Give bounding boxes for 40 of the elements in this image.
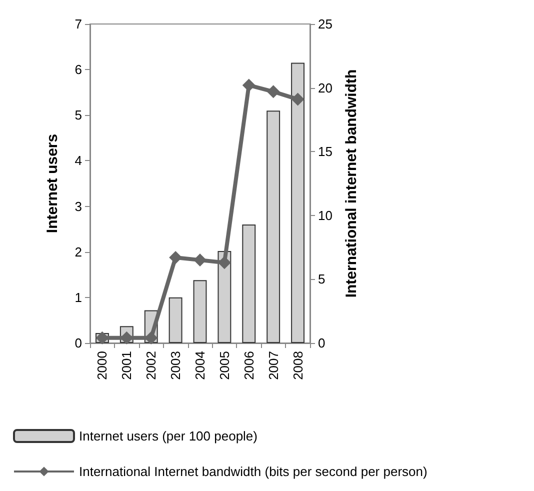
point bbox=[218, 256, 231, 270]
y-tick-label: 1 bbox=[74, 290, 82, 305]
bar bbox=[193, 280, 207, 343]
x-tick-label: 2002 bbox=[144, 351, 159, 380]
y2-tick-label: 20 bbox=[318, 80, 332, 96]
x-tick-label: 2000 bbox=[94, 351, 110, 380]
point bbox=[169, 251, 182, 264]
y-tick-label: 7 bbox=[74, 16, 82, 32]
x-tick-label: 2003 bbox=[168, 351, 184, 380]
y2-tick-label: 25 bbox=[318, 16, 332, 32]
y-axis-title: Internet users bbox=[44, 134, 61, 234]
x-tick-label: 2007 bbox=[266, 351, 281, 380]
bar bbox=[266, 110, 280, 343]
point bbox=[144, 331, 158, 344]
legend-label: International Internet bandwidth (bits per second per person) bbox=[79, 464, 428, 479]
point bbox=[242, 78, 256, 92]
point bbox=[266, 85, 280, 98]
y-tick-label: 5 bbox=[74, 108, 82, 123]
bar bbox=[291, 62, 304, 343]
x-tick-label: 2005 bbox=[216, 351, 232, 380]
y2-tick-label: 5 bbox=[318, 272, 326, 287]
x-tick-label: 2008 bbox=[290, 351, 306, 380]
y-tick-label: 2 bbox=[74, 244, 82, 260]
x-tick-label: 2001 bbox=[119, 351, 134, 380]
y-tick-label: 0 bbox=[74, 336, 82, 350]
point bbox=[194, 254, 206, 267]
y2-tick-label: 10 bbox=[318, 208, 332, 223]
y2-tick-label: 0 bbox=[318, 336, 326, 350]
x-tick-label: 2006 bbox=[241, 351, 256, 380]
bar bbox=[218, 250, 232, 343]
point bbox=[291, 92, 304, 106]
y-tick-label: 3 bbox=[74, 198, 82, 214]
bar bbox=[168, 297, 182, 343]
y2-axis-title: International internet bandwidth bbox=[343, 69, 360, 298]
y-tick-label: 6 bbox=[74, 62, 82, 78]
y-tick-label: 4 bbox=[74, 153, 82, 168]
y2-tick-label: 15 bbox=[318, 144, 332, 160]
bar bbox=[242, 224, 256, 343]
x-tick-label: 2004 bbox=[192, 351, 208, 380]
legend-label: Internet users (per 100 people) bbox=[79, 428, 258, 444]
